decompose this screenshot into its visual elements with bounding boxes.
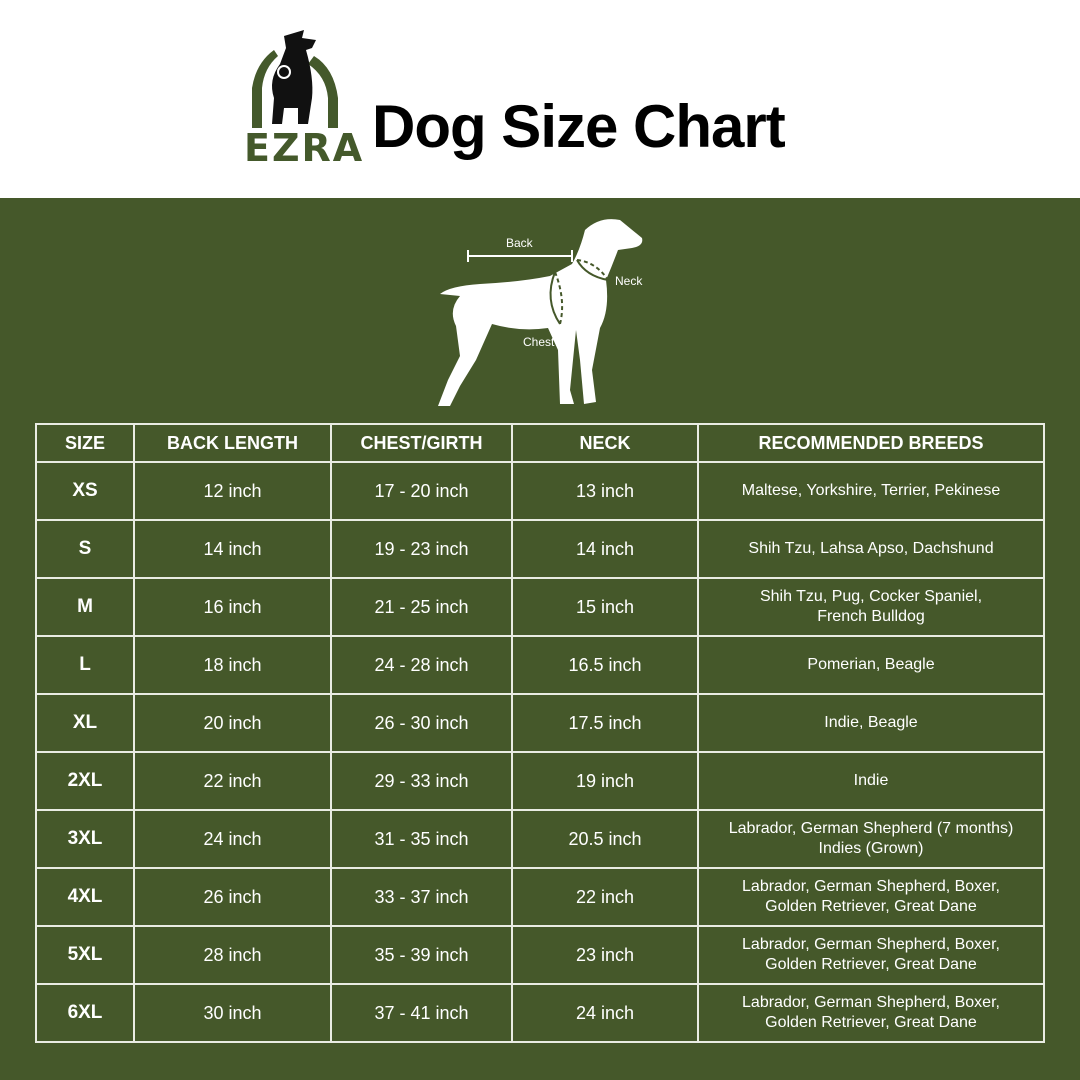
back-length-cell: 16 inch bbox=[133, 577, 332, 637]
breed-line: Indie, Beagle bbox=[824, 714, 918, 731]
header-size: SIZE bbox=[35, 423, 135, 463]
breed-line: French Bulldog bbox=[817, 608, 925, 625]
neck-cell: 15 inch bbox=[511, 577, 699, 637]
dog-silhouette-icon bbox=[438, 219, 643, 406]
neck-cell: 19 inch bbox=[511, 751, 699, 811]
chest-girth-cell: 29 - 33 inch bbox=[330, 751, 513, 811]
breed-line: Maltese, Yorkshire, Terrier, Pekinese bbox=[741, 482, 1001, 499]
size-cell: XL bbox=[35, 693, 135, 753]
size-cell: 3XL bbox=[35, 809, 135, 869]
table-row: 2XL 22 inch 29 - 33 inch 19 inch Indie bbox=[35, 751, 1045, 811]
table-row: L 18 inch 24 - 28 inch 16.5 inch Pomerian, B… bbox=[35, 635, 1045, 695]
neck-cell: 22 inch bbox=[511, 867, 699, 927]
logo-text: EZRA bbox=[244, 126, 365, 170]
back-length-cell: 20 inch bbox=[133, 693, 332, 753]
neck-cell: 24 inch bbox=[511, 983, 699, 1043]
neck-cell: 17.5 inch bbox=[511, 693, 699, 753]
neck-cell: 16.5 inch bbox=[511, 635, 699, 695]
back-measure-line bbox=[467, 250, 573, 262]
table-row: S 14 inch 19 - 23 inch 14 inch Shih Tzu, Lah… bbox=[35, 519, 1045, 579]
chest-girth-cell: 37 - 41 inch bbox=[330, 983, 513, 1043]
back-length-cell: 14 inch bbox=[133, 519, 332, 579]
table-row: 4XL 26 inch 33 - 37 inch 22 inch Labrador, G… bbox=[35, 867, 1045, 927]
back-length-cell: 28 inch bbox=[133, 925, 332, 985]
chest-girth-cell: 17 - 20 inch bbox=[330, 461, 513, 521]
neck-label: Neck bbox=[615, 274, 643, 288]
breeds-cell: Indie, Beagle bbox=[697, 693, 1045, 753]
breeds-cell: Shih Tzu, Lahsa Apso, Dachshund bbox=[697, 519, 1045, 579]
back-length-cell: 18 inch bbox=[133, 635, 332, 695]
breed-line: Golden Retriever, Great Dane bbox=[765, 956, 977, 973]
breeds-cell: Labrador, German Shepherd (7 months) Indi… bbox=[697, 809, 1045, 869]
back-length-cell: 30 inch bbox=[133, 983, 332, 1043]
ezra-logo: EZRA bbox=[244, 28, 365, 170]
size-cell: 4XL bbox=[35, 867, 135, 927]
breeds-cell: Maltese, Yorkshire, Terrier, Pekinese bbox=[697, 461, 1045, 521]
chest-girth-cell: 26 - 30 inch bbox=[330, 693, 513, 753]
breed-line: Golden Retriever, Great Dane bbox=[765, 1014, 977, 1031]
table-header-row: SIZE BACK LENGTH CHEST/GIRTH NECK RECOMMENDE… bbox=[35, 423, 1045, 463]
breeds-cell: Indie bbox=[697, 751, 1045, 811]
size-cell: S bbox=[35, 519, 135, 579]
table-row: 6XL 30 inch 37 - 41 inch 24 inch Labrador, G… bbox=[35, 983, 1045, 1043]
chest-girth-cell: 19 - 23 inch bbox=[330, 519, 513, 579]
breeds-cell: Labrador, German Shepherd, Boxer, Golden … bbox=[697, 867, 1045, 927]
dog-measurement-diagram: Back Neck Chest bbox=[420, 210, 660, 410]
breeds-cell: Labrador, German Shepherd, Boxer, Golden … bbox=[697, 983, 1045, 1043]
header: EZRA Dog Size Chart bbox=[0, 0, 1080, 198]
header-recommended-breeds: RECOMMENDED BREEDS bbox=[697, 423, 1045, 463]
back-length-cell: 26 inch bbox=[133, 867, 332, 927]
goat-emblem-icon bbox=[252, 30, 338, 128]
breed-line: Shih Tzu, Pug, Cocker Spaniel, bbox=[759, 588, 983, 605]
breed-line: Pomerian, Beagle bbox=[807, 656, 935, 673]
size-cell: L bbox=[35, 635, 135, 695]
table-row: XL 20 inch 26 - 30 inch 17.5 inch Indie, Bea… bbox=[35, 693, 1045, 753]
chest-girth-cell: 24 - 28 inch bbox=[330, 635, 513, 695]
table-row: M 16 inch 21 - 25 inch 15 inch Shih Tzu, Pug… bbox=[35, 577, 1045, 637]
size-cell: M bbox=[35, 577, 135, 637]
chest-girth-cell: 21 - 25 inch bbox=[330, 577, 513, 637]
neck-cell: 14 inch bbox=[511, 519, 699, 579]
back-length-cell: 12 inch bbox=[133, 461, 332, 521]
size-cell: XS bbox=[35, 461, 135, 521]
neck-cell: 20.5 inch bbox=[511, 809, 699, 869]
breed-line: Golden Retriever, Great Dane bbox=[765, 898, 977, 915]
breeds-cell: Labrador, German Shepherd, Boxer, Golden … bbox=[697, 925, 1045, 985]
table-row: 5XL 28 inch 35 - 39 inch 23 inch Labrador, G… bbox=[35, 925, 1045, 985]
size-cell: 2XL bbox=[35, 751, 135, 811]
header-chest-girth: CHEST/GIRTH bbox=[330, 423, 513, 463]
size-table: SIZE BACK LENGTH CHEST/GIRTH NECK RECOMMENDE… bbox=[35, 423, 1045, 1043]
breeds-cell: Pomerian, Beagle bbox=[697, 635, 1045, 695]
back-length-cell: 24 inch bbox=[133, 809, 332, 869]
chest-girth-cell: 31 - 35 inch bbox=[330, 809, 513, 869]
breed-line: Shih Tzu, Lahsa Apso, Dachshund bbox=[748, 540, 994, 557]
neck-cell: 13 inch bbox=[511, 461, 699, 521]
breed-line: Labrador, German Shepherd, Boxer, bbox=[742, 994, 1000, 1011]
header-neck: NECK bbox=[511, 423, 699, 463]
breed-line: Labrador, German Shepherd (7 months) bbox=[728, 820, 1014, 837]
chest-girth-cell: 35 - 39 inch bbox=[330, 925, 513, 985]
breeds-cell: Shih Tzu, Pug, Cocker Spaniel, French Bul… bbox=[697, 577, 1045, 637]
size-chart-panel: Back Neck Chest SIZE BACK LENGTH CHEST/GIR… bbox=[0, 198, 1080, 1080]
neck-cell: 23 inch bbox=[511, 925, 699, 985]
back-label: Back bbox=[506, 236, 533, 250]
back-length-cell: 22 inch bbox=[133, 751, 332, 811]
table-row: XS 12 inch 17 - 20 inch 13 inch Maltese, Yor… bbox=[35, 461, 1045, 521]
breed-line: Labrador, German Shepherd, Boxer, bbox=[742, 878, 1000, 895]
chest-girth-cell: 33 - 37 inch bbox=[330, 867, 513, 927]
breed-line: Indies (Grown) bbox=[818, 840, 924, 857]
size-cell: 6XL bbox=[35, 983, 135, 1043]
page-title: Dog Size Chart bbox=[372, 93, 786, 160]
header-back-length: BACK LENGTH bbox=[133, 423, 332, 463]
size-cell: 5XL bbox=[35, 925, 135, 985]
breed-line: Indie bbox=[853, 772, 889, 789]
chest-label: Chest bbox=[523, 335, 555, 349]
breed-line: Labrador, German Shepherd, Boxer, bbox=[742, 936, 1000, 953]
table-row: 3XL 24 inch 31 - 35 inch 20.5 inch Labrador,… bbox=[35, 809, 1045, 869]
